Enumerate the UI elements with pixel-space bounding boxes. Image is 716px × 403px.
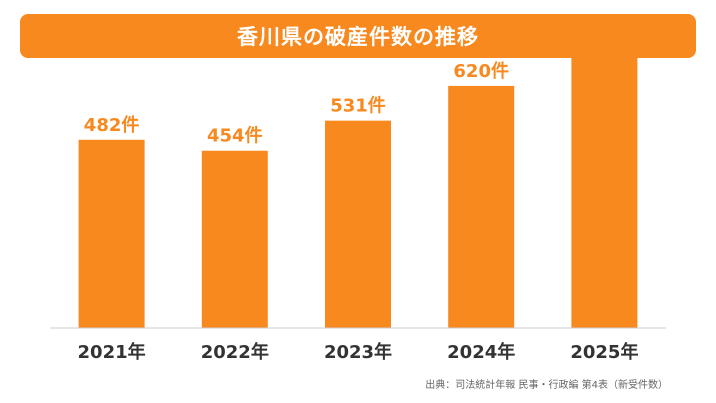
bar [571, 57, 638, 329]
data-label: 454件 [207, 125, 263, 147]
x-tick-label: 2023年 [324, 341, 392, 363]
x-tick-label: 2021年 [78, 341, 146, 363]
data-label: 531件 [330, 95, 386, 117]
title-banner: 香川県の破産件数の推移 [20, 14, 696, 58]
bar [78, 139, 145, 328]
x-tick-label: 2025年 [570, 341, 638, 363]
bar [325, 120, 391, 329]
source-note: 出典：司法統計年報 民事・行政編 第4表（新受件数） [425, 380, 668, 391]
x-tick-label: 2024年 [447, 341, 515, 363]
x-tick-label: 2022年 [201, 341, 269, 363]
bar [448, 85, 515, 329]
bar [201, 150, 268, 328]
data-label: 482件 [84, 114, 140, 136]
data-label: 694件 [577, 31, 633, 53]
data-label: 620件 [453, 60, 509, 82]
chart-title: 香川県の破産件数の推移 [237, 25, 479, 49]
